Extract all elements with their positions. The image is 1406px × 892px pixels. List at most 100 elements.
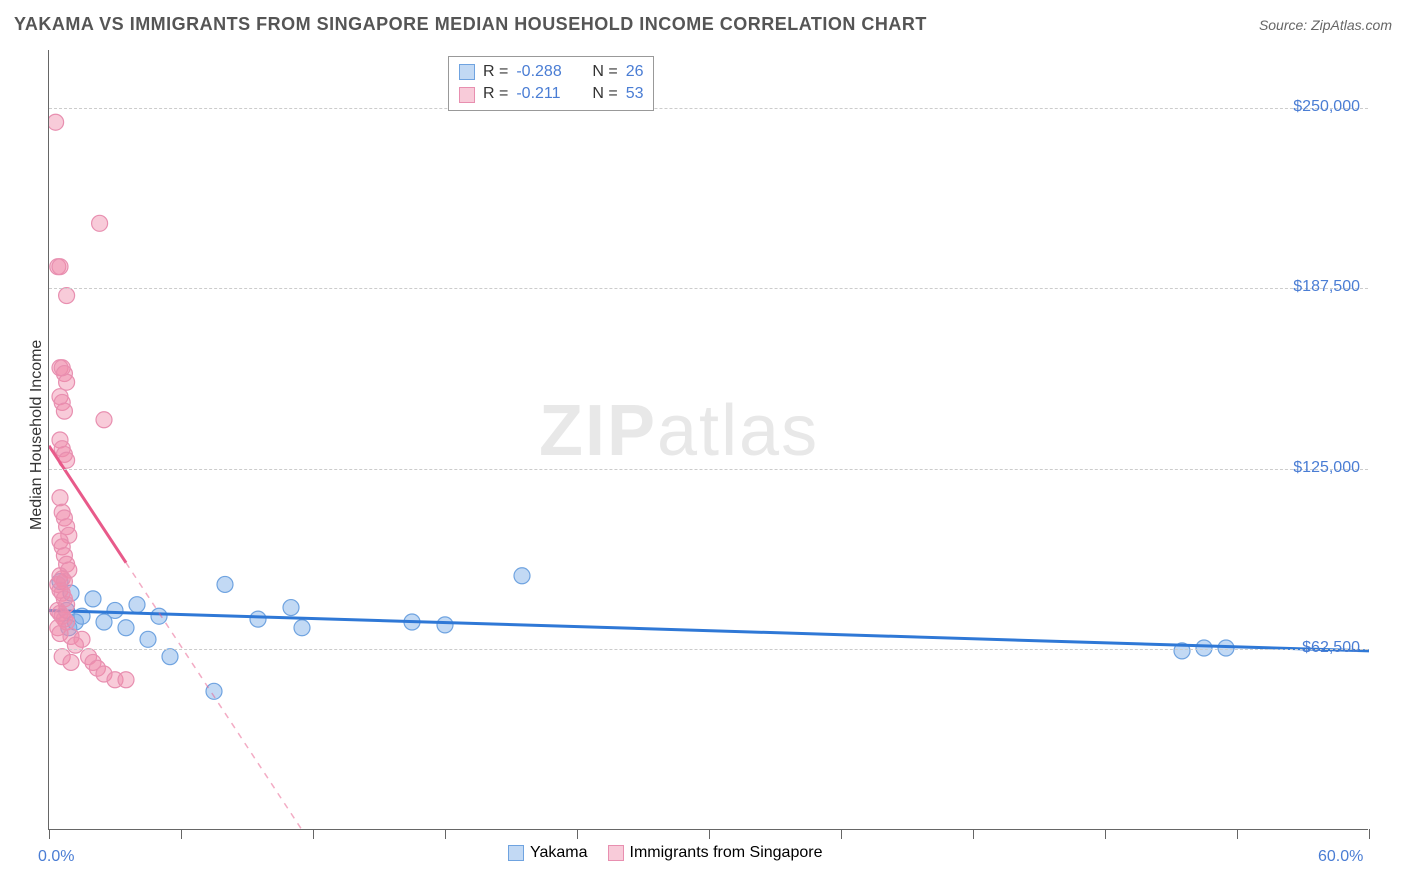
scatter-point bbox=[61, 562, 77, 578]
scatter-point bbox=[61, 620, 77, 636]
scatter-point bbox=[52, 259, 68, 275]
scatter-point bbox=[52, 574, 68, 590]
scatter-point bbox=[59, 288, 75, 304]
x-tick bbox=[973, 829, 974, 839]
scatter-point bbox=[63, 628, 79, 644]
scatter-point bbox=[52, 432, 68, 448]
n-value: 26 bbox=[626, 61, 644, 83]
scatter-point bbox=[54, 441, 70, 457]
legend-label: Yakama bbox=[530, 844, 588, 862]
chart-svg bbox=[49, 50, 1369, 830]
scatter-point bbox=[54, 585, 70, 601]
n-value: 53 bbox=[626, 83, 644, 105]
x-tick bbox=[1237, 829, 1238, 839]
scatter-point bbox=[50, 576, 66, 592]
scatter-point bbox=[59, 374, 75, 390]
scatter-point bbox=[283, 600, 299, 616]
chart-header: YAKAMA VS IMMIGRANTS FROM SINGAPORE MEDI… bbox=[14, 14, 1392, 35]
grid-line bbox=[49, 469, 1368, 470]
scatter-point bbox=[118, 672, 134, 688]
grid-line bbox=[49, 288, 1368, 289]
scatter-point bbox=[1196, 640, 1212, 656]
scatter-point bbox=[63, 585, 79, 601]
scatter-point bbox=[52, 533, 68, 549]
scatter-point bbox=[96, 614, 112, 630]
scatter-point bbox=[129, 597, 145, 613]
scatter-point bbox=[56, 446, 72, 462]
scatter-point bbox=[54, 504, 70, 520]
watermark-thin: atlas bbox=[657, 391, 819, 471]
scatter-point bbox=[67, 637, 83, 653]
trend-line bbox=[49, 610, 1369, 650]
scatter-point bbox=[52, 490, 68, 506]
x-tick bbox=[1105, 829, 1106, 839]
scatter-point bbox=[54, 608, 70, 624]
scatter-point bbox=[217, 576, 233, 592]
legend-swatch bbox=[459, 87, 475, 103]
x-tick bbox=[709, 829, 710, 839]
scatter-point bbox=[294, 620, 310, 636]
scatter-point bbox=[118, 620, 134, 636]
x-tick bbox=[313, 829, 314, 839]
scatter-point bbox=[74, 631, 90, 647]
scatter-point bbox=[61, 527, 77, 543]
x-tick bbox=[181, 829, 182, 839]
scatter-point bbox=[162, 649, 178, 665]
scatter-point bbox=[56, 403, 72, 419]
scatter-point bbox=[96, 412, 112, 428]
scatter-point bbox=[59, 556, 75, 572]
series-legend: Yakama Immigrants from Singapore bbox=[508, 844, 822, 862]
scatter-point bbox=[54, 394, 70, 410]
legend-stat-row: R = -0.288 N = 26 bbox=[459, 61, 643, 83]
scatter-point bbox=[151, 608, 167, 624]
scatter-point bbox=[56, 510, 72, 526]
scatter-point bbox=[107, 602, 123, 618]
trend-line bbox=[49, 446, 126, 563]
legend-item: Yakama bbox=[508, 844, 588, 862]
scatter-point bbox=[56, 574, 72, 590]
x-tick bbox=[1369, 829, 1370, 839]
scatter-point bbox=[56, 366, 72, 382]
watermark-bold: ZIP bbox=[539, 391, 657, 471]
scatter-point bbox=[54, 649, 70, 665]
r-value: -0.288 bbox=[516, 61, 576, 83]
legend-label: Immigrants from Singapore bbox=[630, 844, 823, 862]
scatter-point bbox=[107, 672, 123, 688]
scatter-point bbox=[59, 602, 75, 618]
scatter-point bbox=[1174, 643, 1190, 659]
scatter-point bbox=[63, 654, 79, 670]
scatter-point bbox=[59, 452, 75, 468]
scatter-point bbox=[140, 631, 156, 647]
legend-swatch bbox=[608, 845, 624, 861]
r-value: -0.211 bbox=[516, 83, 576, 105]
scatter-point bbox=[52, 568, 68, 584]
scatter-point bbox=[206, 683, 222, 699]
scatter-point bbox=[67, 614, 83, 630]
y-tick-label: $125,000 bbox=[1293, 459, 1360, 477]
x-axis-max-label: 60.0% bbox=[1318, 848, 1363, 866]
chart-plot-area: ZIPatlas $62,500$125,000$187,500$250,000 bbox=[48, 50, 1368, 830]
n-label: N = bbox=[592, 61, 617, 83]
scatter-point bbox=[92, 215, 108, 231]
scatter-point bbox=[1218, 640, 1234, 656]
scatter-point bbox=[52, 626, 68, 642]
x-tick bbox=[445, 829, 446, 839]
y-tick-label: $187,500 bbox=[1293, 278, 1360, 296]
scatter-point bbox=[250, 611, 266, 627]
scatter-point bbox=[89, 660, 105, 676]
scatter-point bbox=[96, 666, 112, 682]
scatter-point bbox=[54, 571, 70, 587]
scatter-point bbox=[56, 611, 72, 627]
scatter-point bbox=[74, 608, 90, 624]
scatter-point bbox=[85, 654, 101, 670]
r-label: R = bbox=[483, 61, 508, 83]
scatter-point bbox=[52, 360, 68, 376]
y-axis-title: Median Household Income bbox=[28, 340, 46, 530]
trend-line-extrapolated bbox=[126, 563, 302, 830]
n-label: N = bbox=[592, 83, 617, 105]
grid-line bbox=[49, 649, 1368, 650]
scatter-point bbox=[59, 597, 75, 613]
x-axis-min-label: 0.0% bbox=[38, 848, 74, 866]
scatter-point bbox=[437, 617, 453, 633]
r-label: R = bbox=[483, 83, 508, 105]
